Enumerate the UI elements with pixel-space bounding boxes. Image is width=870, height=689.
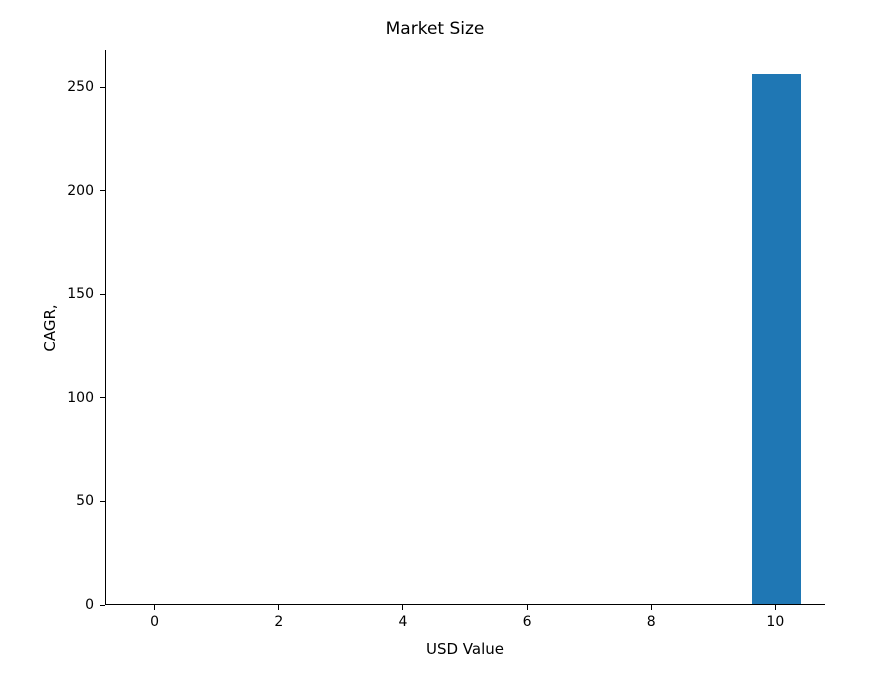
chart-bar [752, 74, 802, 604]
xtick-label: 4 [398, 614, 407, 630]
ytick-label: 200 [67, 183, 94, 199]
ytick [100, 501, 105, 502]
ytick-label: 100 [67, 390, 94, 406]
ytick [100, 87, 105, 88]
ytick [100, 397, 105, 398]
xtick-label: 0 [150, 614, 159, 630]
xtick [402, 605, 403, 610]
xtick-label: 10 [766, 614, 784, 630]
chart-figure: Market Size CAGR, USD Value 024681005010… [0, 0, 870, 689]
xtick-label: 6 [523, 614, 532, 630]
xtick [278, 605, 279, 610]
chart-ylabel: CAGR, [41, 304, 59, 351]
ytick [100, 605, 105, 606]
xtick [651, 605, 652, 610]
chart-xlabel: USD Value [105, 640, 825, 658]
ytick-label: 50 [76, 493, 94, 509]
ytick-label: 250 [67, 79, 94, 95]
xtick [154, 605, 155, 610]
ytick [100, 190, 105, 191]
xtick-label: 2 [274, 614, 283, 630]
chart-axes [105, 50, 825, 605]
xtick [527, 605, 528, 610]
ytick-label: 0 [85, 597, 94, 613]
xtick-label: 8 [647, 614, 656, 630]
chart-title: Market Size [0, 19, 870, 39]
xtick [775, 605, 776, 610]
ytick [100, 294, 105, 295]
ytick-label: 150 [67, 286, 94, 302]
